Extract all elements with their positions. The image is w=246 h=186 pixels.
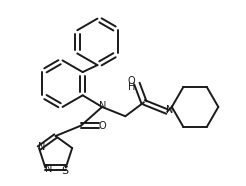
Text: N: N	[45, 164, 52, 174]
Text: N: N	[166, 105, 174, 115]
Text: N: N	[38, 142, 46, 152]
Text: O: O	[99, 121, 107, 131]
Text: S: S	[61, 166, 68, 176]
Text: N: N	[99, 101, 106, 111]
Text: H: H	[128, 82, 135, 92]
Text: O: O	[128, 76, 135, 86]
